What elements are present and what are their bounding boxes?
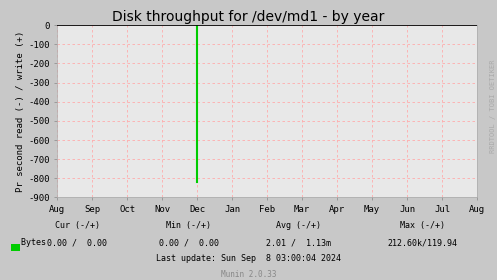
Text: Last update: Sun Sep  8 03:00:04 2024: Last update: Sun Sep 8 03:00:04 2024 [156, 254, 341, 263]
Text: Munin 2.0.33: Munin 2.0.33 [221, 270, 276, 279]
Text: Cur (-/+): Cur (-/+) [55, 221, 99, 230]
Text: Avg (-/+): Avg (-/+) [276, 221, 321, 230]
Text: 0.00 /  0.00: 0.00 / 0.00 [159, 238, 219, 247]
Text: Disk throughput for /dev/md1 - by year: Disk throughput for /dev/md1 - by year [112, 10, 385, 24]
Y-axis label: Pr second read (-) / write (+): Pr second read (-) / write (+) [16, 31, 25, 192]
Text: 0.00 /  0.00: 0.00 / 0.00 [47, 238, 107, 247]
Text: Bytes: Bytes [11, 238, 46, 247]
Text: 2.01 /  1.13m: 2.01 / 1.13m [266, 238, 331, 247]
Text: RRDTOOL / TOBI OETIKER: RRDTOOL / TOBI OETIKER [490, 60, 496, 153]
Text: 212.60k/119.94: 212.60k/119.94 [388, 238, 457, 247]
Text: Min (-/+): Min (-/+) [166, 221, 211, 230]
Text: Max (-/+): Max (-/+) [400, 221, 445, 230]
